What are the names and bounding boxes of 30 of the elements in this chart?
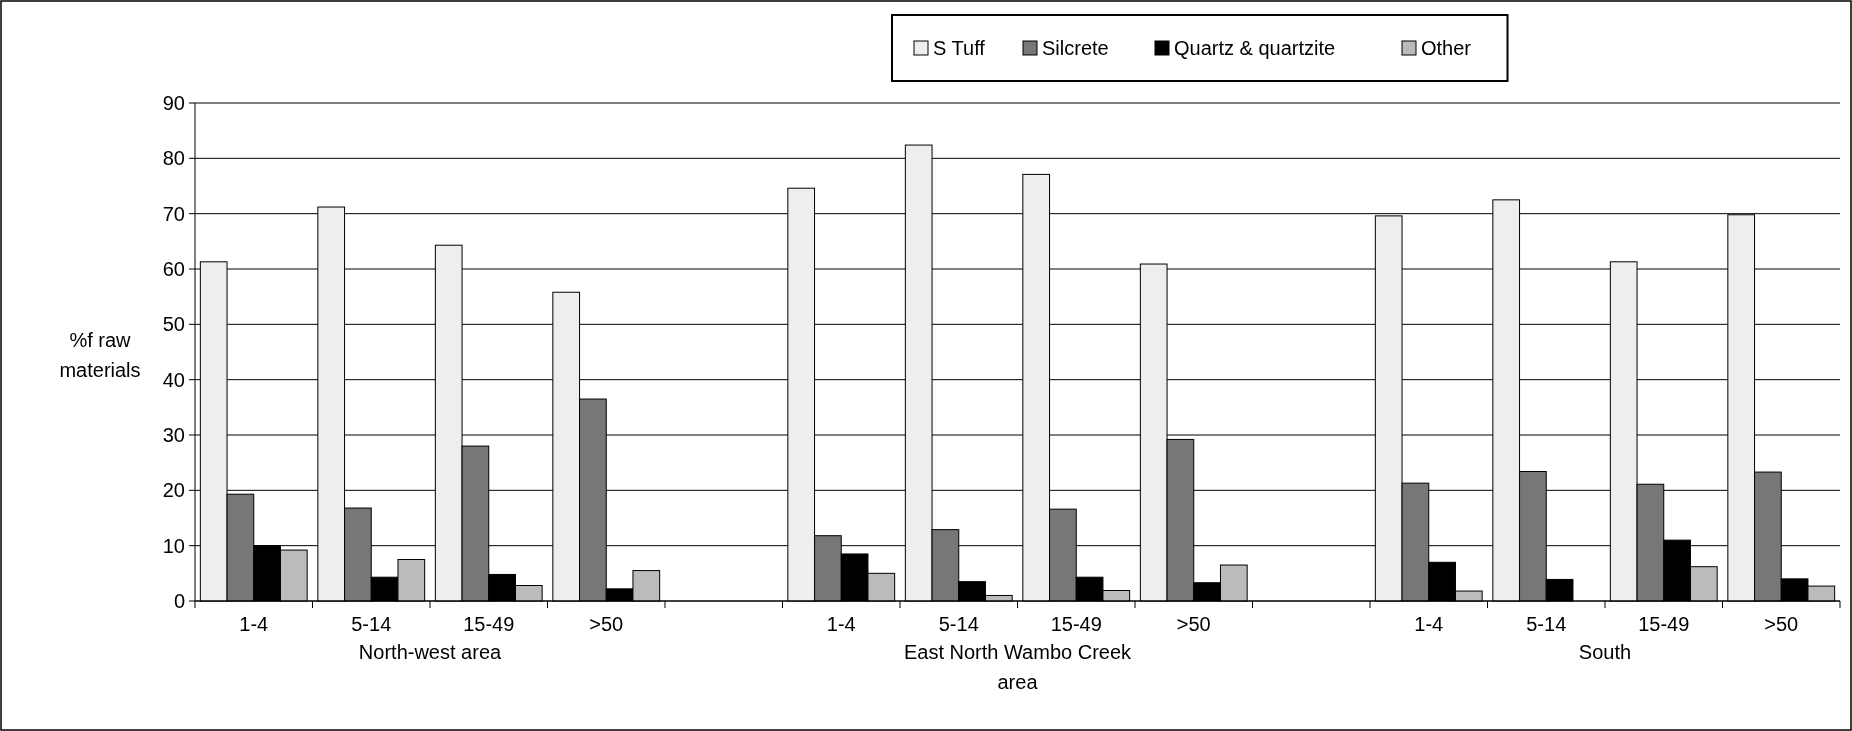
y-tick-label: 10 [162, 534, 185, 557]
x-tick-label: 15-49 [1638, 613, 1690, 635]
x-tick-label: 5-14 [351, 613, 392, 635]
text: North-west area [358, 641, 503, 663]
x-tick-label: 1-4 [1414, 613, 1444, 635]
x-tick-label: >50 [1176, 613, 1211, 635]
x-tick-label: 15-49 [463, 613, 515, 635]
y-tick-label: 60 [162, 258, 185, 280]
y-tick-label: 0 [173, 590, 185, 612]
legend-label: Silcrete [1042, 37, 1109, 59]
text: East North Wambo Creek area [903, 641, 1133, 693]
y-tick-label: 90 [162, 92, 185, 114]
x-tick-label: 5-14 [938, 613, 979, 635]
text: South [1578, 641, 1632, 663]
y-tick-label: 50 [162, 313, 185, 336]
x-tick-label: 1-4 [239, 613, 269, 635]
x-tick-label: >50 [589, 613, 624, 635]
y-tick-label: 30 [162, 424, 185, 446]
y-tick-label: 70 [162, 202, 185, 225]
legend-label: S Tuff [933, 37, 986, 59]
x-tick-label: 1-4 [826, 613, 856, 635]
legend-label: Other [1421, 37, 1472, 59]
x-tick-label: 15-49 [1050, 613, 1102, 635]
x-tick-label: >50 [1764, 613, 1799, 635]
x-tick-label: 5-14 [1526, 613, 1567, 635]
y-tick-label: 20 [162, 479, 185, 502]
y-tick-label: 80 [162, 147, 185, 170]
y-tick-label: 40 [162, 368, 185, 391]
legend-label: Quartz & quartzite [1174, 37, 1336, 59]
y-axis-title: %f raw materials [59, 329, 141, 381]
